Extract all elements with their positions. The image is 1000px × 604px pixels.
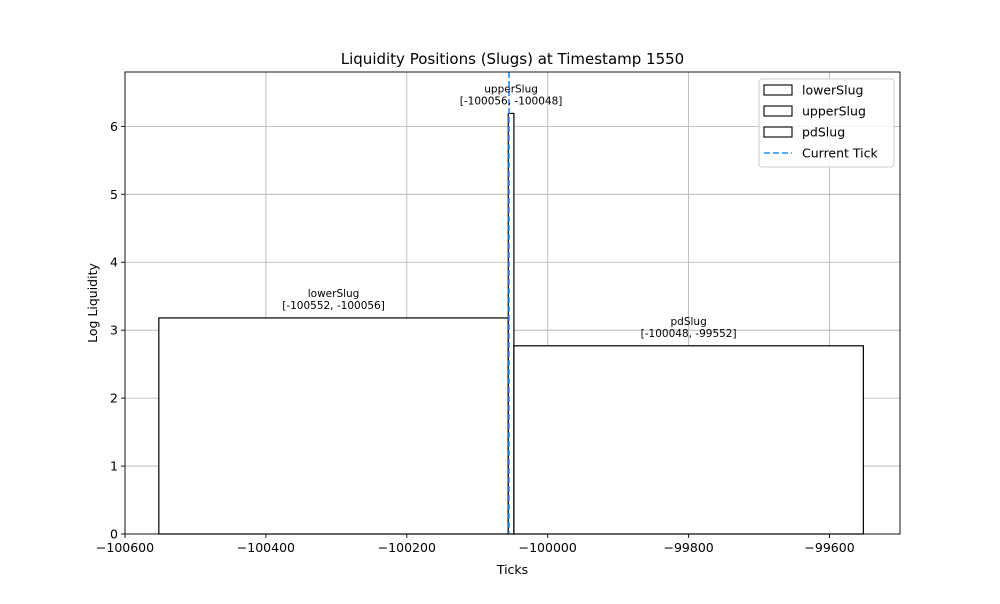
legend-patch-swatch [763,126,793,138]
legend: lowerSlug upperSlug pdSlug Current Tick [758,78,895,168]
legend-label: Current Tick [802,146,879,161]
y-tick-label: 2 [110,391,118,406]
chart-title: Liquidity Positions (Slugs) at Timestamp… [341,50,684,68]
bar-label-name-lowerSlug: lowerSlug [308,288,360,300]
y-tick-label: 4 [110,255,118,270]
bar-label-name-upperSlug: upperSlug [484,83,538,95]
legend-label: lowerSlug [802,83,863,98]
y-tick-label: 5 [110,187,118,202]
x-axis-label: Ticks [496,562,528,577]
y-axis-label: Log Liquidity [85,263,100,343]
legend-box [758,78,895,168]
y-tick-label: 6 [110,119,118,134]
y-tick-label: 0 [110,527,118,542]
x-tick-label: −99600 [804,540,854,555]
plot-frame [124,71,901,535]
bar-labels: lowerSlug[-100552, -100056]upperSlug[-10… [282,83,736,339]
bars [158,112,864,535]
bar-pdSlug [513,345,864,535]
legend-patch-swatch [763,105,793,117]
x-tick-label: −100600 [96,540,154,555]
y-tick-label: 3 [110,323,118,338]
x-tick-label: −100000 [519,540,577,555]
bar-label-range-lowerSlug: [-100552, -100056] [282,300,385,312]
legend-patch-swatch [763,84,793,96]
y-tick-label: 1 [110,459,118,474]
bar-label-range-upperSlug: [-100056, -100048] [460,95,563,107]
legend-label: pdSlug [802,125,845,140]
axes [124,71,901,535]
x-tick-label: −100400 [237,540,295,555]
bar-label-name-pdSlug: pdSlug [671,316,707,328]
x-tick-label: −100200 [378,540,436,555]
x-tick-label: −99800 [664,540,714,555]
bar-lowerSlug [158,317,509,535]
ticks: −100600 −100400 −100200 −100000 −99800 −99600… [96,119,855,555]
bar-label-range-pdSlug: [-100048, -99552] [641,328,737,340]
legend-label: upperSlug [802,104,866,119]
